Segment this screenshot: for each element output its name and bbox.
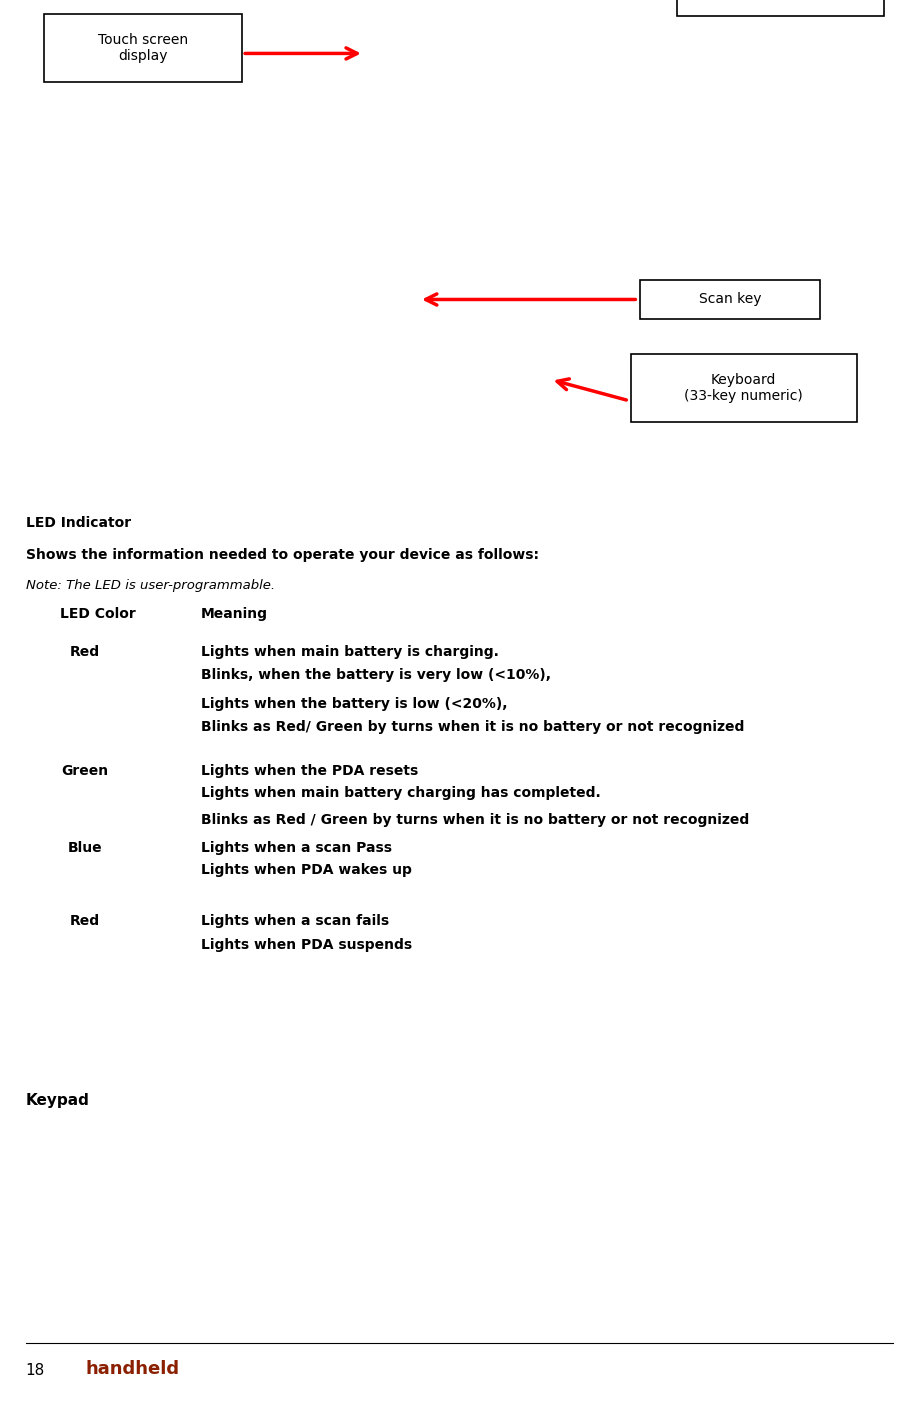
Text: Lights when PDA suspends: Lights when PDA suspends: [201, 938, 412, 952]
Text: Blinks, when the battery is very low (<10%),: Blinks, when the battery is very low (<1…: [201, 668, 551, 682]
Text: Red: Red: [70, 645, 99, 659]
Text: LED Color: LED Color: [60, 607, 135, 621]
FancyBboxPatch shape: [44, 14, 242, 82]
Text: Green: Green: [61, 763, 109, 778]
Text: Red: Red: [70, 914, 99, 928]
Text: Blue: Blue: [67, 841, 102, 855]
Text: Lights when main battery charging has completed.: Lights when main battery charging has co…: [201, 786, 600, 800]
FancyBboxPatch shape: [631, 354, 857, 422]
Text: Lights when the PDA resets: Lights when the PDA resets: [201, 763, 418, 778]
Text: Receiver: Receiver: [747, 0, 814, 3]
FancyBboxPatch shape: [640, 280, 820, 319]
Text: Keyboard
(33-key numeric): Keyboard (33-key numeric): [684, 373, 803, 404]
Text: Meaning: Meaning: [201, 607, 268, 621]
Text: Blinks as Red / Green by turns when it is no battery or not recognized: Blinks as Red / Green by turns when it i…: [201, 813, 749, 827]
Text: Touch screen
display: Touch screen display: [99, 32, 188, 63]
FancyBboxPatch shape: [677, 0, 884, 15]
Text: Lights when a scan fails: Lights when a scan fails: [201, 914, 389, 928]
Text: Keypad: Keypad: [26, 1092, 89, 1108]
Text: 18: 18: [26, 1362, 45, 1378]
Text: handheld: handheld: [86, 1360, 180, 1378]
Text: Lights when main battery is charging.: Lights when main battery is charging.: [201, 645, 498, 659]
Text: Scan key: Scan key: [699, 292, 761, 307]
Text: Lights when the battery is low (<20%),: Lights when the battery is low (<20%),: [201, 697, 507, 711]
Text: Note: The LED is user-programmable.: Note: The LED is user-programmable.: [26, 579, 274, 592]
Text: Blinks as Red/ Green by turns when it is no battery or not recognized: Blinks as Red/ Green by turns when it is…: [201, 720, 744, 734]
Text: Lights when a scan Pass: Lights when a scan Pass: [201, 841, 391, 855]
Text: Lights when PDA wakes up: Lights when PDA wakes up: [201, 863, 412, 877]
Text: LED Indicator: LED Indicator: [26, 516, 131, 530]
Text: Shows the information needed to operate your device as follows:: Shows the information needed to operate …: [26, 548, 539, 562]
